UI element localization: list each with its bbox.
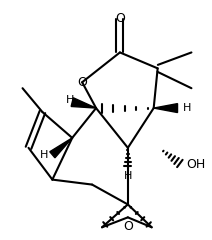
Text: H: H [40, 150, 48, 160]
Polygon shape [71, 98, 96, 108]
Text: OH: OH [187, 158, 206, 171]
Text: O: O [115, 12, 125, 25]
Text: H: H [66, 95, 74, 105]
Text: H: H [124, 171, 132, 181]
Text: O: O [123, 220, 133, 233]
Polygon shape [154, 104, 177, 113]
Polygon shape [50, 138, 72, 158]
Text: H: H [183, 103, 191, 113]
Text: O: O [77, 76, 87, 89]
